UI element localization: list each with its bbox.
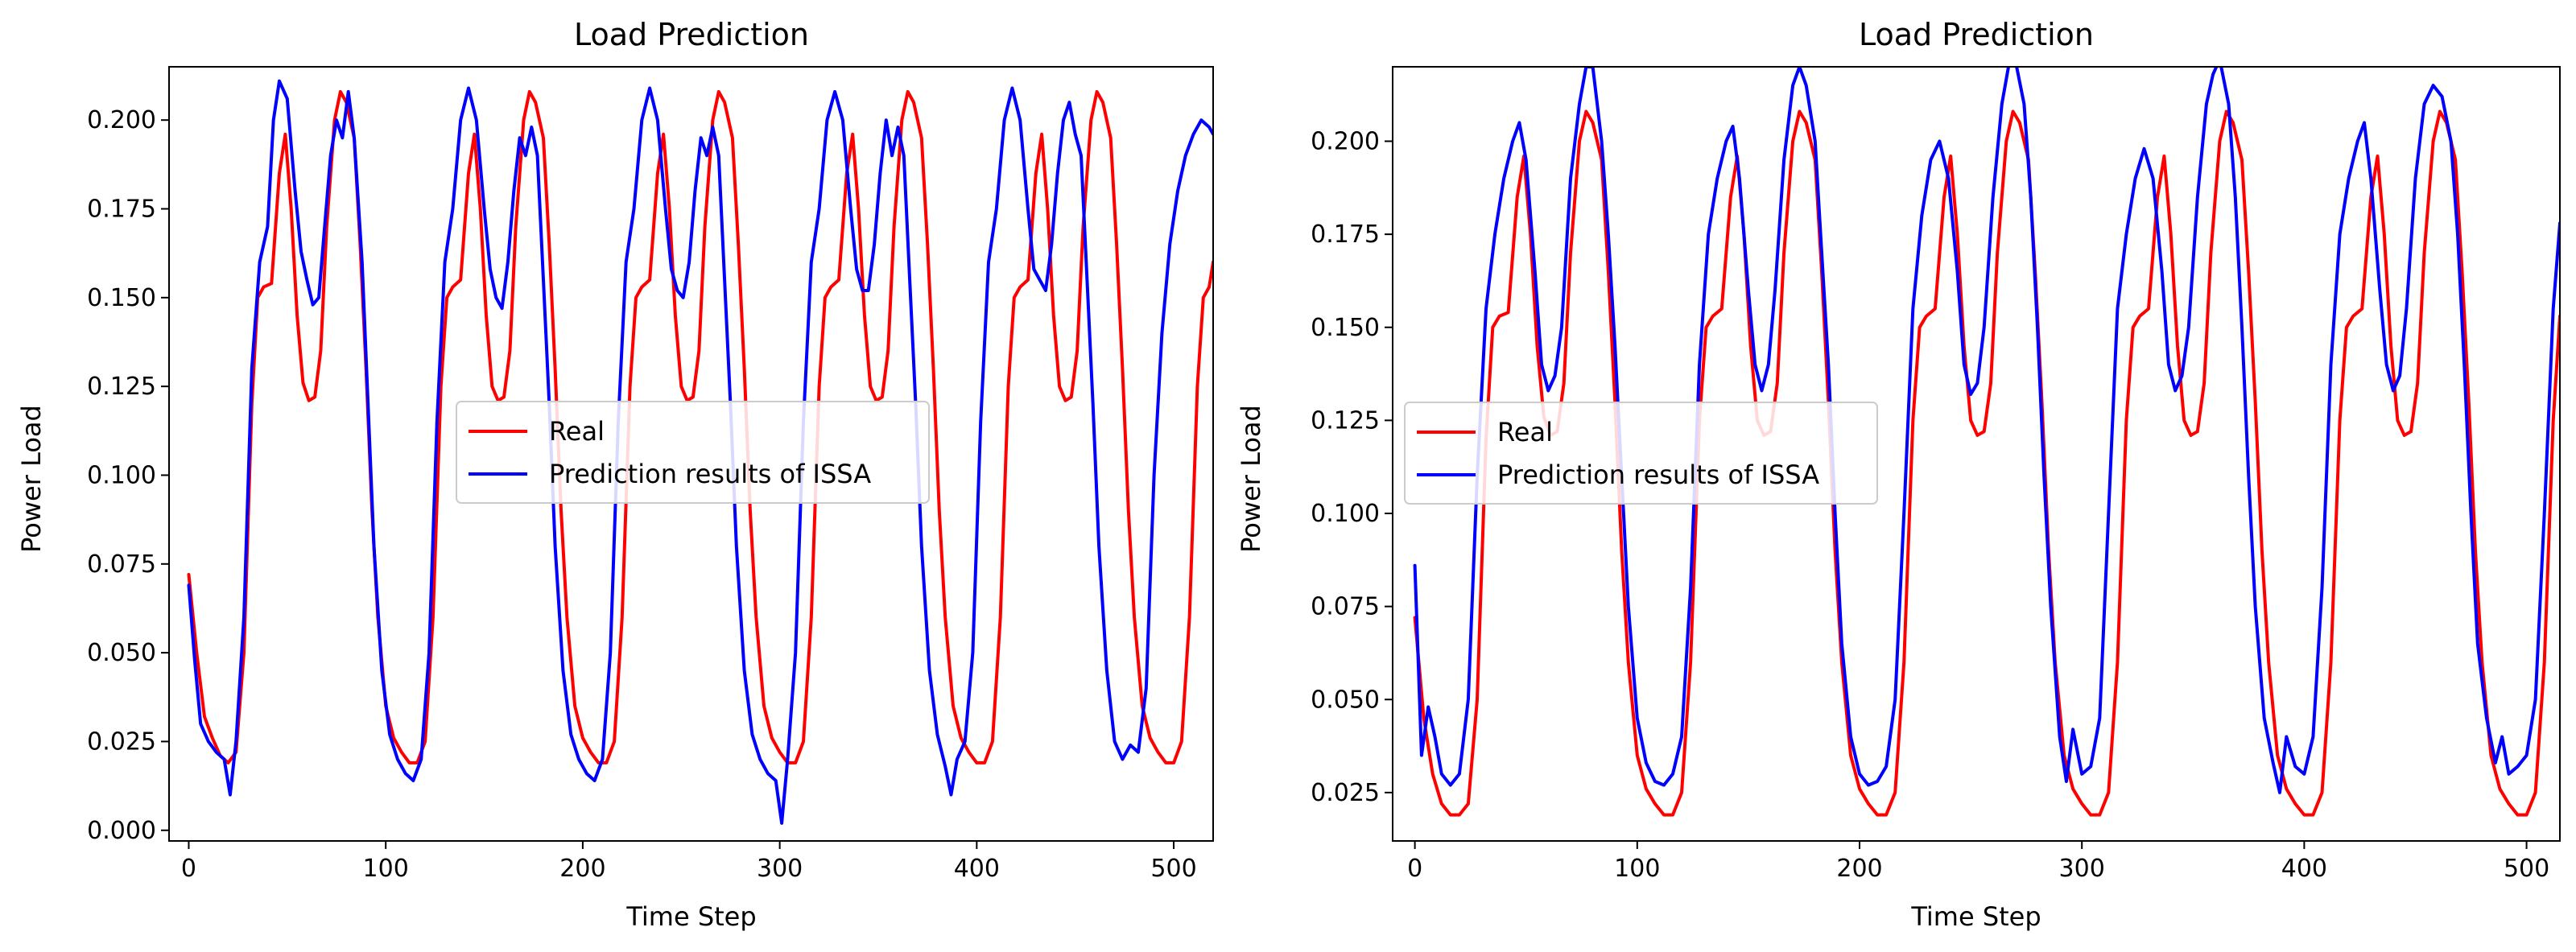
y-tick-label: 0.000 — [87, 817, 156, 845]
x-axis: 0 100 200 300 400 500 — [181, 841, 1197, 883]
chart-left: Load Prediction 0.000 0.025 0.050 0.075 0.10… — [16, 17, 1214, 932]
x-tick-label: 300 — [757, 855, 803, 883]
chart-title: Load Prediction — [1859, 17, 2094, 52]
series-line-prediction — [187, 79, 1213, 825]
x-tick-label: 300 — [2059, 855, 2105, 883]
y-tick-label: 0.100 — [1311, 500, 1380, 528]
y-tick-label: 0.075 — [1311, 593, 1380, 621]
chart-title: Load Prediction — [574, 17, 809, 52]
x-tick-label: 400 — [2281, 855, 2327, 883]
legend-label-prediction: Prediction results of ISSA — [549, 459, 871, 489]
x-tick-label: 100 — [1614, 855, 1660, 883]
y-axis-label: Power Load — [1236, 405, 1266, 553]
legend: Real Prediction results of ISSA — [456, 401, 930, 504]
y-tick-label: 0.175 — [87, 196, 156, 224]
x-axis-label: Time Step — [625, 901, 756, 932]
legend-label-real: Real — [549, 416, 605, 447]
plot-frame — [168, 66, 1214, 842]
y-tick-label: 0.125 — [1311, 406, 1380, 435]
y-tick-label: 0.200 — [1311, 128, 1380, 156]
y-axis: 0.025 0.050 0.075 0.100 0.125 0.150 0.175 0.200 — [1311, 128, 1393, 807]
y-tick-label: 0.150 — [87, 284, 156, 312]
y-axis: 0.000 0.025 0.050 0.075 0.100 0.125 0.150 0.175… — [87, 106, 169, 845]
x-tick-label: 100 — [363, 855, 409, 883]
x-tick-label: 200 — [1836, 855, 1882, 883]
x-axis-label: Time Step — [1910, 901, 2041, 932]
chart-right: Load Prediction 0.025 0.050 0.075 0.100 0.12… — [1236, 17, 2561, 932]
y-tick-label: 0.125 — [87, 373, 156, 401]
x-tick-label: 500 — [1150, 855, 1196, 883]
legend-box — [456, 401, 930, 504]
y-tick-label: 0.150 — [1311, 314, 1380, 342]
y-tick-label: 0.175 — [1311, 220, 1380, 249]
plot-frame — [1392, 66, 2561, 842]
x-tick-label: 200 — [559, 855, 605, 883]
x-axis: 0 100 200 300 400 500 — [1407, 841, 2549, 883]
legend-label-prediction: Prediction results of ISSA — [1497, 460, 1819, 490]
y-tick-label: 0.075 — [87, 550, 156, 579]
y-tick-label: 0.050 — [1311, 686, 1380, 714]
x-tick-label: 0 — [181, 855, 196, 883]
x-tick-label: 500 — [2504, 855, 2549, 883]
y-tick-label: 0.200 — [87, 106, 156, 134]
y-tick-label: 0.025 — [87, 727, 156, 756]
plot-series — [187, 79, 1213, 825]
legend-label-real: Real — [1497, 417, 1553, 447]
y-tick-label: 0.050 — [87, 639, 156, 667]
y-tick-label: 0.025 — [1311, 779, 1380, 807]
series-line-prediction — [1413, 67, 2560, 794]
y-axis-label: Power Load — [16, 405, 47, 553]
plot-series — [1413, 67, 2560, 817]
legend-box — [1404, 402, 1878, 505]
x-tick-label: 400 — [954, 855, 1000, 883]
y-tick-label: 0.100 — [87, 461, 156, 489]
legend: Real Prediction results of ISSA — [1404, 402, 1878, 505]
x-tick-label: 0 — [1407, 855, 1422, 883]
